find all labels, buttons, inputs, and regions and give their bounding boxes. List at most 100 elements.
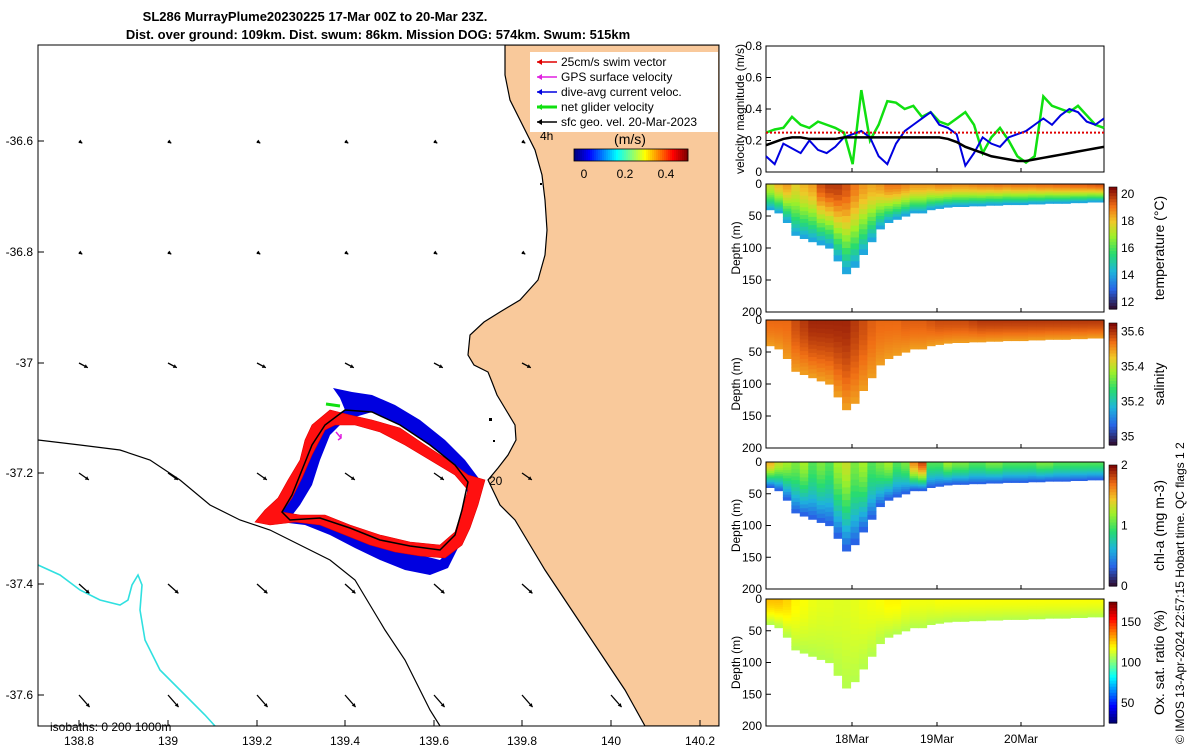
salinity-cell	[799, 327, 809, 333]
temperature-cell	[1027, 191, 1037, 194]
temperature-cell	[1011, 186, 1021, 189]
chl-a-cell	[926, 485, 936, 488]
oxygen-cell	[782, 618, 792, 622]
chl-a-cell	[918, 470, 928, 473]
temperature-cell	[842, 254, 852, 262]
chl-a-cell	[994, 472, 1004, 475]
geo-arrow-head	[263, 703, 268, 708]
chl-a-cell	[1070, 468, 1080, 471]
temperature-cell	[1044, 199, 1054, 202]
temperature-cell	[1002, 192, 1012, 195]
oxygen-cell	[1061, 608, 1071, 611]
annotation-20: 20	[489, 474, 503, 488]
chl-a-cell	[977, 474, 987, 477]
salinity-cell	[825, 329, 835, 335]
oxygen-cell	[799, 629, 809, 635]
temperature-cell	[1070, 190, 1080, 193]
chl-a-cell	[892, 479, 902, 483]
temperature-cell	[1002, 198, 1012, 201]
oxygen-cell	[1002, 604, 1012, 607]
chl-a-cell	[909, 476, 919, 479]
oxygen-cell	[1019, 613, 1029, 616]
oxygen-cell	[1087, 606, 1097, 609]
salinity-cell	[994, 321, 1004, 324]
oxygen-cell	[1019, 603, 1029, 606]
temperature-cell	[951, 190, 961, 193]
salinity-cell	[1053, 326, 1063, 329]
temperature-cell	[1087, 187, 1097, 190]
legend-swatch-head	[537, 104, 542, 110]
temperature-cell	[774, 202, 784, 206]
oxygen-cell	[1095, 604, 1105, 606]
chl-a-cell	[1011, 463, 1021, 466]
chl-a-cell	[825, 493, 835, 499]
salinity-cell	[808, 332, 818, 338]
chl-a-colorbar-cell	[1109, 513, 1117, 518]
isobath-200	[38, 439, 441, 726]
salinity-cell	[816, 324, 826, 330]
temperature-colorbar-cell	[1109, 238, 1117, 243]
colorbar-cell	[622, 149, 625, 161]
oxygen-cell	[1036, 615, 1046, 618]
salinity-cell	[968, 333, 978, 337]
temperature-cell	[1087, 194, 1097, 197]
oxygen-cell	[808, 647, 818, 653]
salinity-cell	[825, 356, 835, 362]
temperature-cell	[791, 224, 801, 229]
chl-a-cell	[977, 465, 987, 468]
temperature-cell	[1044, 185, 1054, 188]
temperature-cell	[766, 184, 776, 187]
oxygen-colorbar-cell	[1109, 623, 1117, 627]
colorbar-cell	[616, 149, 619, 161]
temperature-cell	[892, 194, 902, 198]
salinity-cell	[825, 342, 835, 349]
colorbar-cell	[592, 149, 595, 161]
temperature-cell	[985, 203, 995, 206]
temperature-cell	[960, 196, 970, 199]
salinity-cell	[1011, 331, 1021, 334]
temperature-cell	[994, 187, 1004, 190]
chl-a-cell	[1019, 467, 1029, 470]
chl-a-cell	[766, 474, 776, 478]
salinity-cell	[1027, 338, 1037, 341]
chl-a-cell	[1087, 469, 1097, 472]
temperature-cell	[918, 184, 928, 187]
temperature-cell	[808, 208, 818, 214]
oxygen-cell	[918, 623, 928, 627]
oxygen-cell	[1027, 603, 1037, 606]
temperature-colorbar-cell	[1109, 287, 1117, 292]
salinity-cell	[977, 335, 987, 338]
oxygen-cell	[816, 603, 826, 609]
chl-a-cell	[901, 466, 911, 470]
imos-credit: © IMOS 13-Apr-2024 22:57:15 Hobart time.…	[1173, 442, 1187, 744]
chl-a-cell	[951, 471, 961, 474]
chl-a-cell	[766, 463, 776, 467]
temperature-cell	[977, 184, 987, 187]
oxygen-cell	[825, 657, 835, 664]
salinity-cell	[918, 324, 928, 327]
temperature-cell	[943, 205, 953, 208]
temperature-cell	[884, 197, 894, 202]
salinity-cell	[1027, 329, 1037, 332]
chl-a-cell	[816, 496, 826, 502]
oxygen-cell	[791, 620, 801, 625]
chl-a-cell	[816, 492, 826, 498]
oxygen-cell	[850, 675, 860, 683]
oxygen-cell	[909, 615, 919, 618]
oxygen-cell	[766, 620, 776, 624]
oxygen-cell	[850, 622, 860, 630]
chl-a-cell	[816, 500, 826, 506]
salinity-cell	[943, 323, 953, 326]
oxygen-cell	[766, 617, 776, 620]
oxygen-cell	[808, 611, 818, 616]
oxygen-cell	[850, 599, 860, 606]
oxygen-colorbar-cell	[1109, 707, 1117, 712]
chl-a-cell	[901, 480, 911, 484]
chl-a-cell	[1095, 464, 1105, 467]
oxygen-cell	[766, 611, 776, 615]
chl-a-cell	[1044, 464, 1054, 467]
temperature-cell	[842, 235, 852, 243]
oxygen-cell	[1011, 607, 1021, 610]
salinity-cell	[960, 340, 970, 343]
